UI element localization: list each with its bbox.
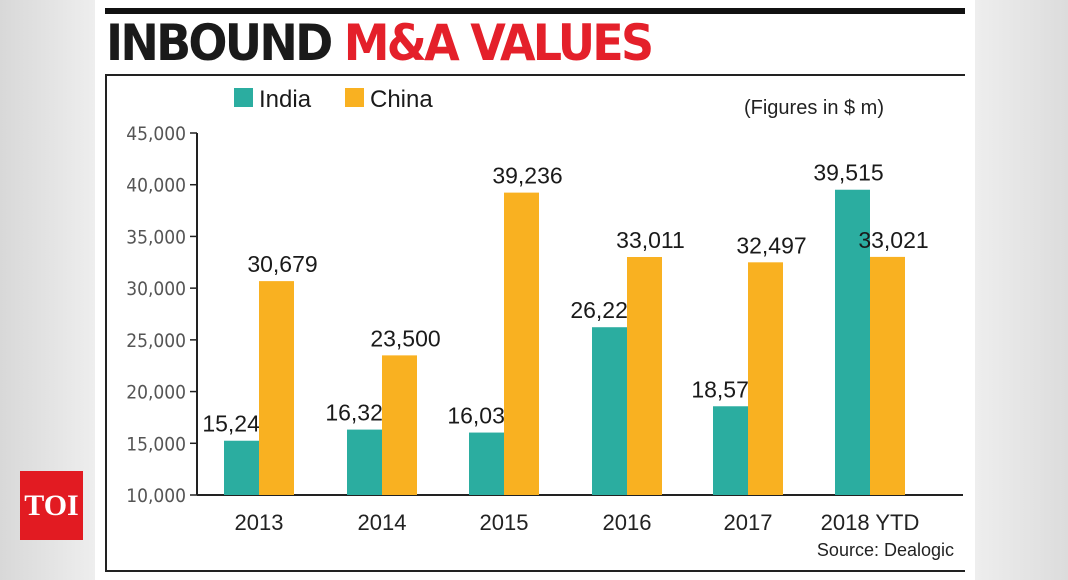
data-label: 30,679 <box>247 251 317 277</box>
bar-china <box>504 192 539 496</box>
title-part2: M&A VALUES <box>343 14 654 72</box>
x-tick-label: 2018 YTD <box>821 510 920 535</box>
legend-swatch-india <box>234 88 253 107</box>
x-tick-label: 2016 <box>603 510 652 535</box>
bar-china <box>627 257 662 495</box>
title-part1: INBOUND <box>106 14 333 72</box>
data-label: 39,236 <box>492 163 562 189</box>
y-tick-label: 35,000 <box>126 226 186 248</box>
toi-logo-text: TOI <box>24 488 79 522</box>
y-tick-label: 40,000 <box>126 175 186 197</box>
toi-logo: TOI <box>20 471 83 540</box>
data-label: 32,497 <box>736 232 806 258</box>
chart-title: INBOUND M&A VALUES <box>106 14 654 72</box>
bar-india <box>713 406 748 495</box>
legend-swatch-china <box>345 88 364 107</box>
bar-india <box>224 440 259 495</box>
legend-label: China <box>370 86 433 113</box>
x-tick-label: 2015 <box>480 510 529 535</box>
data-label: 33,021 <box>858 227 928 253</box>
bar-china <box>870 256 905 495</box>
y-tick-label: 10,000 <box>126 485 186 507</box>
x-tick-label: 2014 <box>358 510 407 535</box>
y-tick-label: 25,000 <box>126 330 186 352</box>
legend-label: India <box>259 86 312 113</box>
chart-frame <box>105 74 965 572</box>
units-note: (Figures in $ m) <box>744 97 884 119</box>
data-label: 33,011 <box>616 227 685 253</box>
bar-china <box>382 355 417 495</box>
bar-china <box>259 281 294 495</box>
bar-india <box>835 189 870 495</box>
data-label: 23,500 <box>370 325 440 351</box>
source-note: Source: Dealogic <box>817 540 954 560</box>
bar-china <box>748 262 783 495</box>
y-tick-label: 45,000 <box>126 123 186 145</box>
top-rule <box>105 8 965 14</box>
x-tick-label: 2017 <box>724 510 773 535</box>
x-tick-label: 2013 <box>235 510 284 535</box>
y-tick-label: 20,000 <box>126 382 186 404</box>
y-tick-label: 15,000 <box>126 433 186 455</box>
bar-india <box>347 429 382 495</box>
data-label: 39,515 <box>813 160 883 186</box>
y-tick-label: 30,000 <box>126 278 186 300</box>
bar-india <box>469 432 504 495</box>
bar-india <box>592 327 627 495</box>
